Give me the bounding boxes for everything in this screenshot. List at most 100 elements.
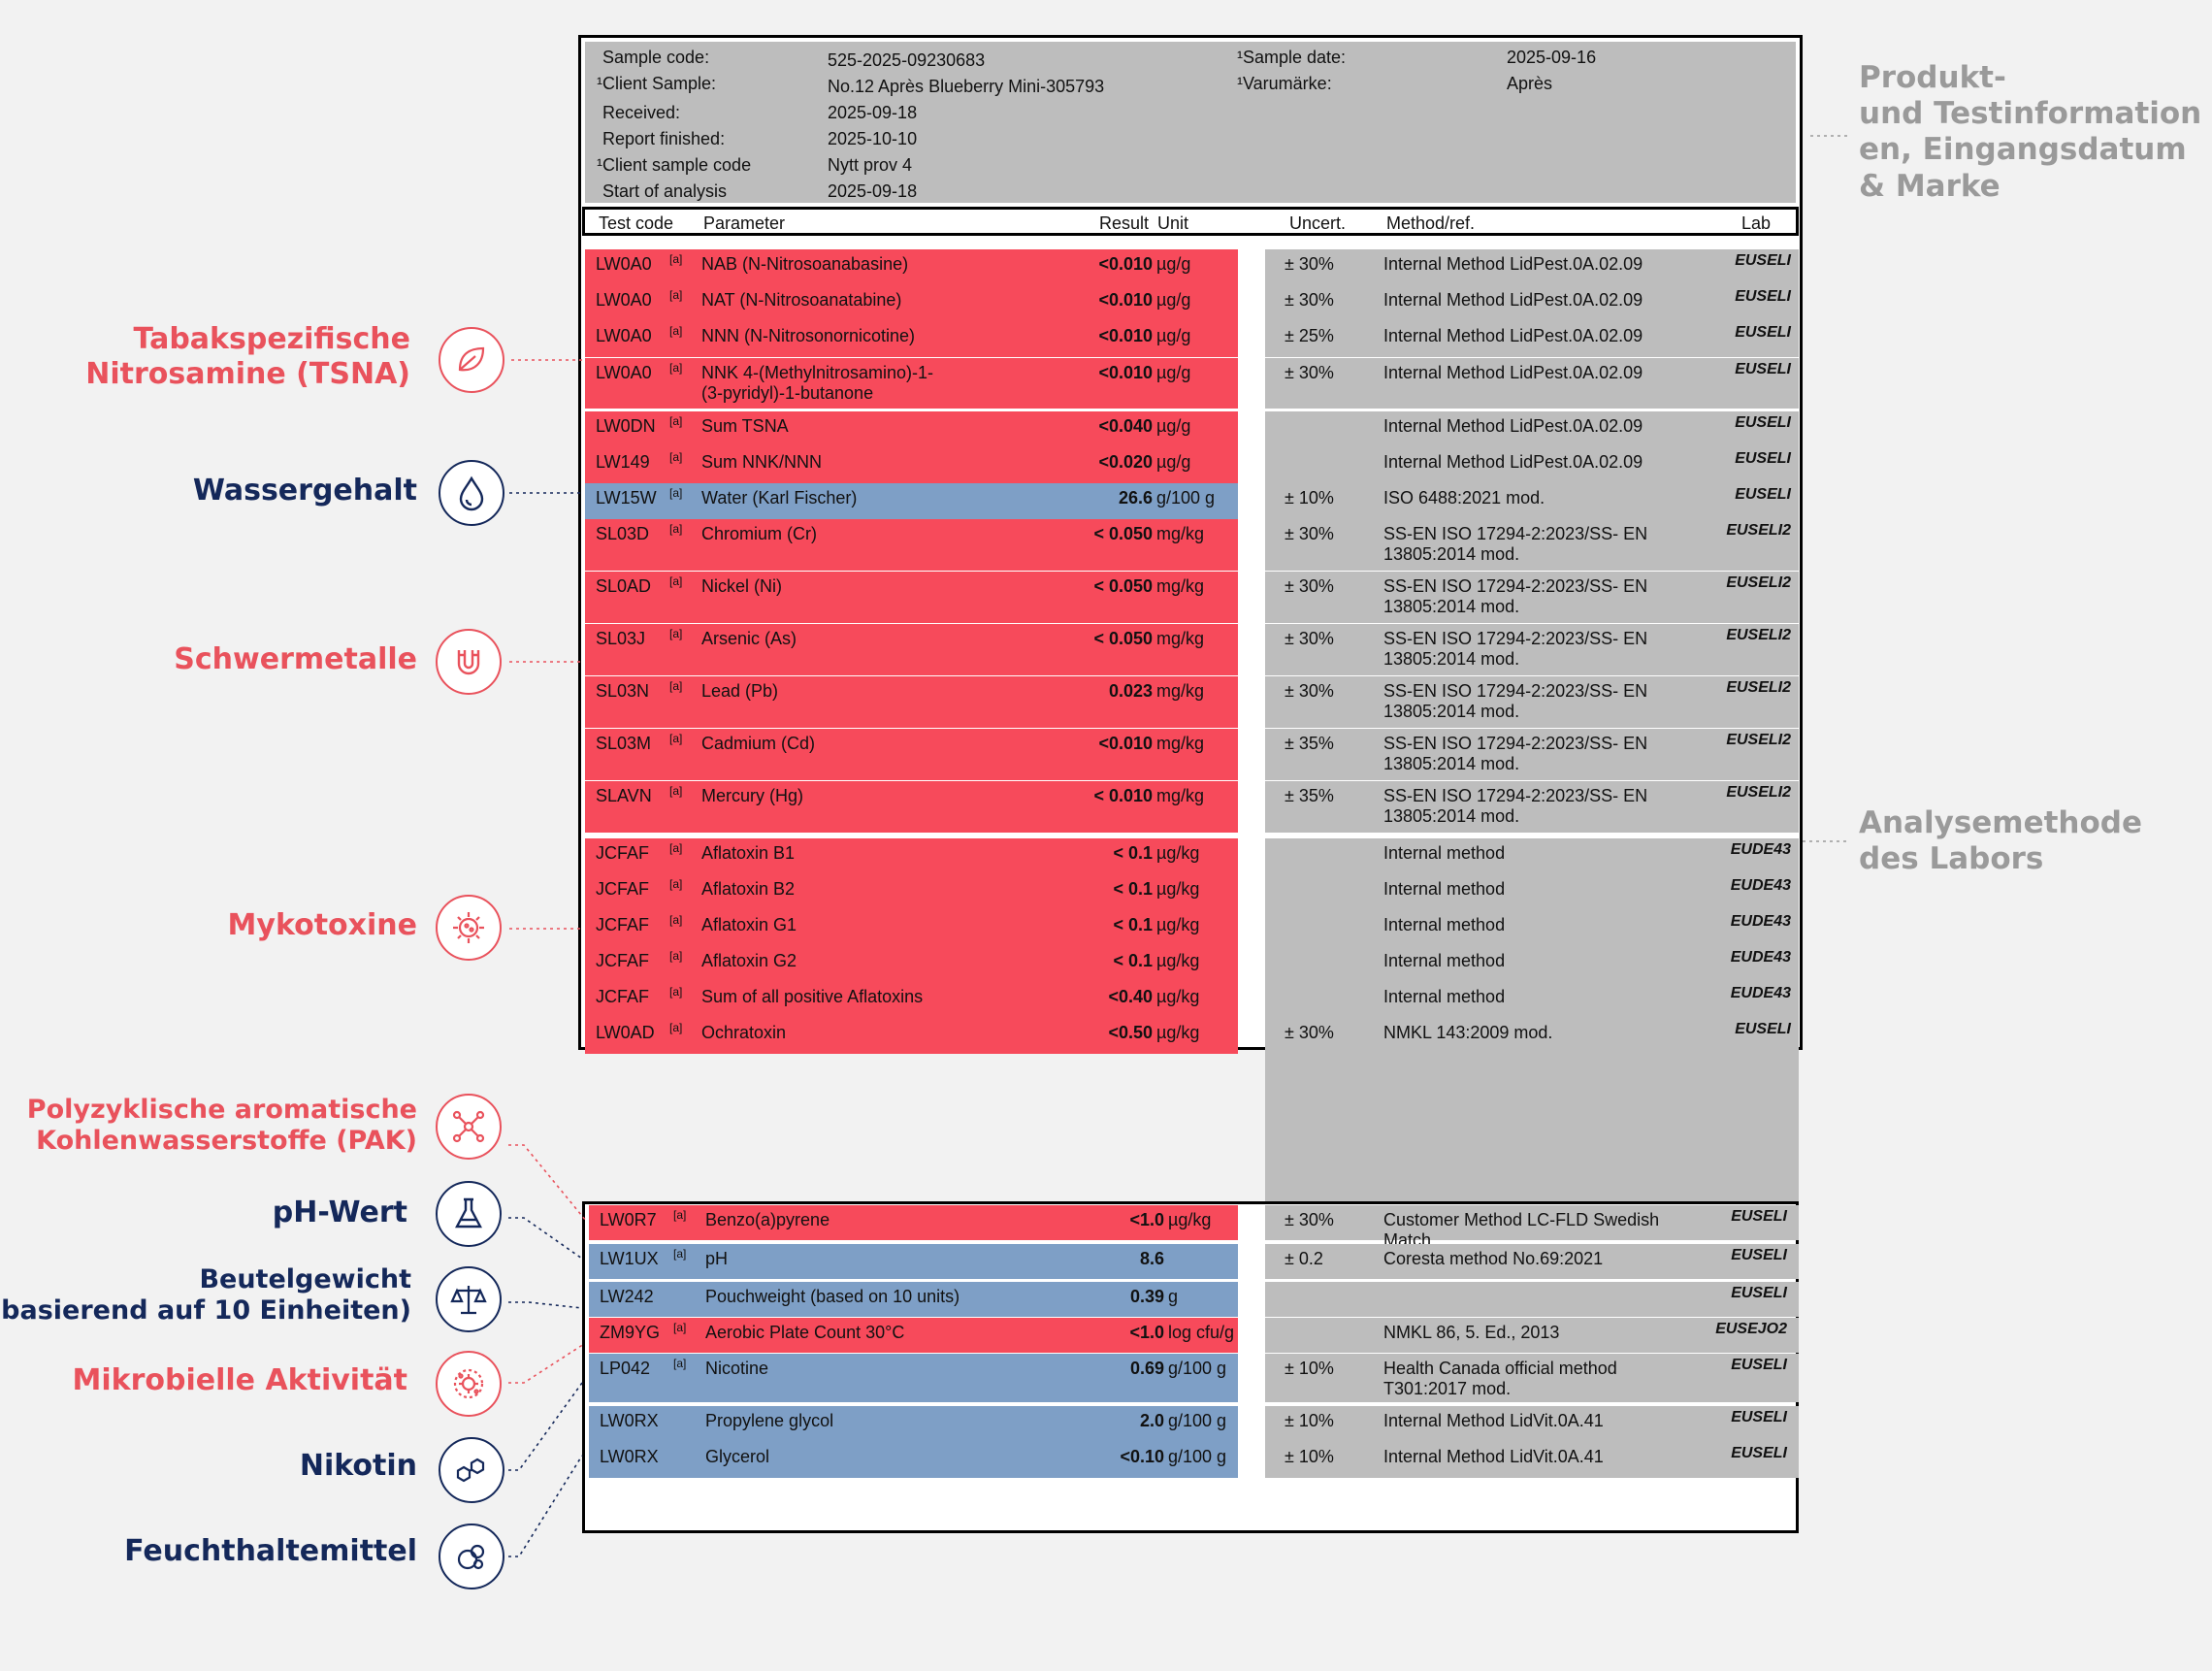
row-uncertainty: ± 35% [1285,734,1334,753]
table-row: LW0AD [a] Ochratoxin <0.50 µg/kg ± 30% NMKL 14… [578,1018,1803,1054]
row-test-code: LW15W [596,488,657,508]
label-myco: Mykotoxine [227,908,417,942]
row-accreditation-mark: [a] [669,414,683,428]
row-method: SS-EN ISO 17294-2:2023/SS- EN 13805:2014 … [1383,681,1648,721]
row-method: SS-EN ISO 17294-2:2023/SS- EN 13805:2014 … [1383,629,1648,669]
row-parameter: Arsenic (As) [701,629,797,648]
row-method-background [1265,1354,1799,1402]
row-uncertainty: ± 30% [1285,1210,1334,1229]
row-method: Internal Method LidPest.0A.02.09 [1383,416,1643,436]
leaf-icon [439,327,504,393]
row-accreditation-mark: [a] [673,1247,687,1261]
row-method-background [1265,1406,1799,1442]
table-row: LW242 Pouchweight (based on 10 units) 0.39… [578,1282,1803,1317]
row-test-code: JCFAF [596,987,650,1006]
row-lab: EUSELI [1731,1285,1787,1301]
row-highlight [585,572,1238,623]
row-lab: EUDE43 [1730,985,1791,1001]
row-parameter: Aflatoxin G1 [701,915,797,934]
row-method-background [1265,321,1799,357]
row-method: Internal method [1383,915,1506,934]
row-parameter: Nicotine [705,1359,769,1378]
table-row: LW0DN [a] Sum TSNA <0.040 µg/g Internal Metho… [578,411,1803,447]
row-test-code: SL03N [596,681,650,701]
row-highlight [585,624,1238,675]
client-sample-label: ¹Client Sample: [597,74,717,93]
row-method-background [1265,358,1799,409]
sample-info-panel: Sample code: 525-2025-09230683 ¹Client S… [585,42,1796,203]
table-row: LW0A0 [a] NAB (N-Nitrosoanabasine) <0.010 µg… [578,249,1803,285]
row-parameter: Glycerol [705,1447,770,1466]
row-accreditation-mark: [a] [673,1208,687,1222]
row-highlight [585,729,1238,780]
row-method: Internal method [1383,879,1506,899]
row-parameter: Lead (Pb) [701,681,779,701]
leader-line-pak [508,1144,587,1222]
row-test-code: LW242 [600,1287,654,1306]
label-pouch: Beutelgewicht (basierend auf 10 Einheite… [0,1264,411,1327]
magnet-icon [436,629,502,695]
row-highlight [585,447,1238,483]
row-accreditation-mark: [a] [669,324,683,338]
row-uncertainty: ± 30% [1285,629,1334,648]
flask-icon [436,1181,502,1247]
row-test-code: LW0A0 [596,290,652,310]
row-result: < 0.1 [1113,951,1153,970]
row-result: <0.040 [1098,416,1153,436]
row-method-background [1265,411,1799,447]
row-unit: mg/kg [1156,786,1205,805]
received-label: Received: [602,103,681,122]
row-result: 2.0 [1139,1411,1164,1430]
row-test-code: SLAVN [596,786,652,805]
row-unit: µg/kg [1156,987,1200,1006]
row-uncertainty: ± 30% [1285,576,1334,596]
row-method: Internal method [1383,987,1506,1006]
row-result: 0.69 [1129,1359,1164,1378]
row-parameter: Aflatoxin B1 [701,843,796,863]
row-uncertainty: ± 30% [1285,681,1334,701]
table-row: LW0A0 [a] NNN (N-Nitrosonornicotine) <0.010… [578,321,1803,357]
row-highlight [585,285,1238,321]
label-metals: Schwermetalle [174,642,417,676]
row-accreditation-mark: [a] [669,361,683,375]
row-accreditation-mark: [a] [669,522,683,536]
row-test-code: LW1UX [600,1249,659,1268]
label-tsna: Tabakspezifische Nitrosamine (TSNA) [85,322,410,391]
row-test-code: LW0AD [596,1023,655,1042]
row-unit: mg/kg [1156,734,1205,753]
row-result: < 0.050 [1093,524,1153,543]
row-result: 26.6 [1118,488,1153,508]
row-parameter: Sum TSNA [701,416,789,436]
sample-code-label: Sample code: [602,48,710,67]
row-unit: µg/kg [1156,915,1200,934]
row-method-background [1265,447,1799,483]
row-highlight [589,1205,1238,1240]
row-unit: µg/g [1156,326,1191,345]
table-row: JCFAF [a] Aflatoxin G1 < 0.1 µg/kg Internal m… [578,910,1803,946]
row-parameter: Mercury (Hg) [701,786,804,805]
row-parameter: NNN (N-Nitrosonornicotine) [701,326,916,345]
row-uncertainty: ± 35% [1285,786,1334,805]
row-accreditation-mark: [a] [669,732,683,745]
row-method-background [1265,676,1799,728]
header-method: Method/ref. [1386,213,1476,233]
row-result: <0.50 [1108,1023,1153,1042]
row-highlight [585,321,1238,357]
label-product-info: Produkt- und Testinformation en, Eingang… [1859,60,2202,204]
row-accreditation-mark: [a] [669,627,683,640]
row-parameter: Aflatoxin B2 [701,879,796,899]
row-method-background [1265,874,1799,910]
row-lab: EUSELI2 [1726,732,1791,748]
row-method-background [1265,946,1799,982]
row-uncertainty: ± 10% [1285,1359,1334,1378]
microbe-icon [436,1351,502,1417]
row-test-code: JCFAF [596,915,650,934]
header-result: Result [1099,213,1150,233]
row-test-code: LW0A0 [596,254,652,274]
sample-date-value: 2025-09-16 [1507,48,1597,67]
label-humectant: Feuchthaltemittel [124,1534,417,1568]
row-method-background [1265,572,1799,623]
row-uncertainty: ± 10% [1285,488,1334,508]
row-method: Internal Method LidPest.0A.02.09 [1383,363,1643,382]
row-highlight [589,1282,1238,1317]
